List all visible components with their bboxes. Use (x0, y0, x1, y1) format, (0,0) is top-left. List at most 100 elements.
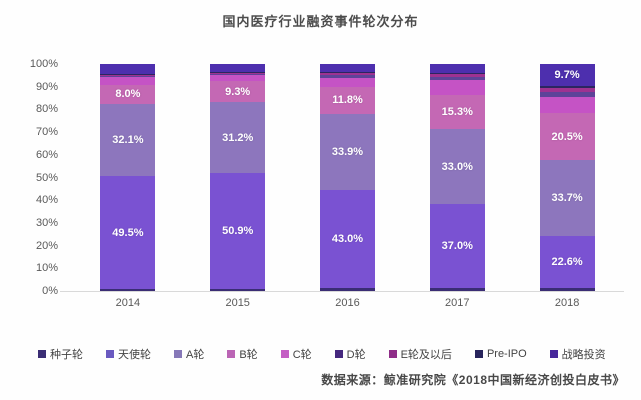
segment-value-label: 33.0% (441, 160, 473, 173)
legend-swatch-icon (174, 350, 182, 358)
bar-segment-种子轮-2015 (210, 288, 266, 291)
legend-swatch-icon (334, 350, 343, 358)
legend: 种子轮 天使轮 A轮 B轮 C轮 D轮 E轮及以后 Pre-IPO 战略投资 (38, 346, 618, 362)
bar-segment-天使轮-2016: 43.0% (319, 190, 375, 289)
chart-title: 国内医疗行业融资事件轮次分布 (222, 14, 419, 29)
stacked-bar-2016: 43.0% 33.9% 11.8% (319, 64, 375, 291)
x-tick-label-2016: 2016 (335, 297, 360, 309)
legend-swatch-icon (280, 350, 289, 358)
legend-label: 战略投资 (561, 349, 606, 361)
legend-item-天使轮: 天使轮 (106, 346, 151, 362)
legend-swatch-icon (474, 350, 483, 358)
legend-label: A轮 (186, 349, 205, 361)
legend-label: C轮 (292, 349, 312, 361)
bar-segment-D轮-2017 (429, 76, 485, 81)
plot-area: 49.5% 32.1% 8.0% 50.9% 31.2% 9.3% 43.0% 33.9% 11… (73, 64, 622, 291)
legend-swatch-icon (227, 350, 236, 358)
legend-item-战略投资: 战略投资 (549, 346, 606, 362)
bar-segment-A轮-2015: 31.2% (210, 102, 266, 174)
bar-segment-E轮及以后-2017 (429, 74, 485, 77)
bar-segment-D轮-2015 (210, 74, 266, 76)
bar-slot-2017: 37.0% 33.0% 15.3% (402, 64, 512, 291)
legend-label: Pre-IPO (486, 348, 527, 360)
y-tick-label-0: 0% (42, 285, 58, 297)
y-tick-label-60: 60% (35, 148, 58, 161)
bar-segment-种子轮-2017 (429, 288, 485, 291)
legend-swatch-icon (388, 350, 397, 358)
x-axis-labels: 2014 2015 2016 2017 2018 (73, 297, 622, 309)
bar-segment-C轮-2014 (100, 77, 156, 86)
bar-segment-D轮-2014 (100, 76, 156, 78)
segment-value-label: 33.7% (551, 192, 583, 205)
bar-slot-2014: 49.5% 32.1% 8.0% (73, 64, 183, 291)
bar-segment-战略投资-2014 (100, 64, 156, 75)
segment-value-label: 50.9% (222, 224, 254, 237)
segment-value-label: 43.0% (331, 233, 364, 246)
stacked-bar-2017: 37.0% 33.0% 15.3% (429, 64, 485, 291)
legend-item-D轮: D轮 (334, 346, 366, 362)
bar-segment-C轮-2017 (429, 80, 485, 95)
y-tick-label-70: 70% (35, 126, 58, 139)
bar-segment-B轮-2015: 9.3% (210, 81, 266, 103)
legend-swatch-icon (106, 350, 114, 358)
legend-label: E轮及以后 (400, 349, 452, 361)
bar-segment-C轮-2018 (539, 97, 595, 114)
x-tick-label-2017: 2017 (445, 297, 470, 309)
bar-segment-D轮-2018 (539, 91, 595, 98)
legend-swatch-icon (549, 350, 558, 358)
segment-value-label: 37.0% (441, 240, 473, 253)
legend-label: 天使轮 (118, 349, 151, 361)
legend-label: D轮 (346, 349, 366, 361)
legend-label: 种子轮 (50, 349, 83, 361)
bar-segment-A轮-2014: 32.1% (100, 103, 156, 177)
bar-segment-B轮-2017: 15.3% (429, 94, 485, 130)
legend-item-E轮及以后: E轮及以后 (388, 346, 452, 362)
stacked-bar-2018: 22.6% 33.7% 20.5% 9.7% (539, 64, 595, 291)
bar-segment-种子轮-2016 (319, 288, 375, 291)
legend-swatch-icon (38, 350, 46, 358)
x-tick-label-2015: 2015 (225, 297, 250, 309)
bar-segment-A轮-2018: 33.7% (539, 159, 595, 237)
bar-segment-C轮-2015 (210, 75, 266, 82)
bar-segment-D轮-2016 (319, 75, 375, 78)
bar-segment-B轮-2016: 11.8% (319, 86, 375, 114)
y-tick-label-50: 50% (35, 171, 58, 184)
segment-value-label: 15.3% (441, 106, 473, 119)
bar-slot-2018: 22.6% 33.7% 20.5% 9.7% (512, 64, 622, 291)
bar-segment-E轮及以后-2015 (210, 73, 266, 75)
bar-segment-E轮及以后-2018 (539, 88, 595, 92)
data-source-note: 数据来源：鲸准研究院《2018中国新经济创投白皮书》 (321, 373, 625, 387)
bar-segment-B轮-2018: 20.5% (539, 113, 595, 160)
segment-value-label: 20.5% (551, 130, 583, 143)
segment-value-label: 49.5% (112, 226, 144, 239)
segment-value-label: 33.9% (331, 145, 364, 158)
bar-segment-种子轮-2014 (100, 288, 156, 291)
bar-segment-战略投资-2018: 9.7% (539, 64, 595, 87)
stacked-bar-2015: 50.9% 31.2% 9.3% (210, 64, 266, 291)
legend-item-种子轮: 种子轮 (38, 346, 83, 362)
x-tick-label-2014: 2014 (115, 297, 141, 309)
legend-item-C轮: C轮 (280, 346, 312, 362)
legend-item-Pre-IPO: Pre-IPO (474, 348, 527, 360)
segment-value-label: 11.8% (332, 94, 363, 107)
bar-segment-A轮-2017: 33.0% (429, 129, 485, 205)
segment-value-label: 32.1% (112, 133, 144, 146)
bar-segment-天使轮-2014: 49.5% (100, 176, 156, 289)
bar-segment-E轮及以后-2016 (319, 73, 375, 76)
y-axis: 0% 10% 20% 30% 40% 50% 60% 70% 80% 90% 100% (18, 58, 58, 297)
bar-segment-战略投资-2015 (210, 64, 266, 73)
y-tick-label-100: 100% (29, 58, 58, 70)
y-tick-label-10: 10% (35, 262, 58, 275)
bar-segment-战略投资-2017 (429, 64, 485, 74)
y-tick-label-30: 30% (35, 216, 58, 229)
y-tick-label-40: 40% (35, 194, 58, 207)
legend-item-A轮: A轮 (174, 346, 204, 362)
legend-label: B轮 (239, 349, 258, 361)
bar-segment-Pre-IPO-2014 (100, 74, 156, 76)
bar-segment-A轮-2016: 33.9% (319, 113, 375, 191)
bar-segment-Pre-IPO-2016 (319, 72, 375, 74)
bar-segment-B轮-2014: 8.0% (100, 85, 156, 104)
segment-value-label: 9.7% (554, 69, 580, 82)
x-tick-label-2018: 2018 (554, 297, 580, 309)
bar-segment-种子轮-2018 (539, 287, 595, 291)
